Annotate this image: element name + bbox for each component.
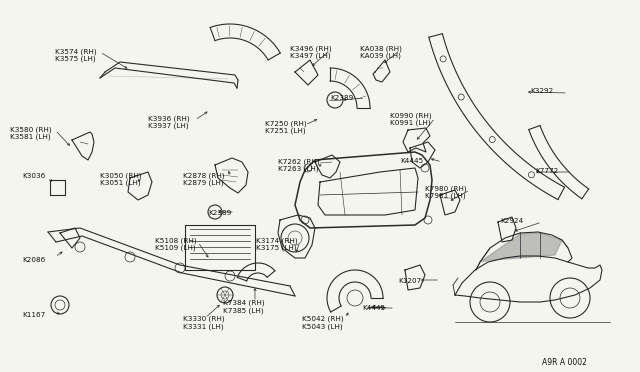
- Text: K3292: K3292: [530, 88, 553, 94]
- Text: K3936 (RH)
K3937 (LH): K3936 (RH) K3937 (LH): [148, 115, 189, 129]
- Text: K5042 (RH)
K5043 (LH): K5042 (RH) K5043 (LH): [302, 316, 344, 330]
- Text: K0990 (RH)
K0991 (LH): K0990 (RH) K0991 (LH): [390, 112, 431, 126]
- Text: K7980 (RH)
K7981 (LH): K7980 (RH) K7981 (LH): [425, 185, 467, 199]
- Text: KA038 (RH)
KA039 (LH): KA038 (RH) KA039 (LH): [360, 45, 402, 59]
- Text: K2086: K2086: [22, 257, 45, 263]
- Text: K7772: K7772: [535, 168, 558, 174]
- Text: K3580 (RH)
K3581 (LH): K3580 (RH) K3581 (LH): [10, 126, 52, 140]
- Text: A9R A 0002: A9R A 0002: [542, 358, 587, 367]
- Text: K2389: K2389: [208, 210, 231, 216]
- Text: K3174 (RH)
K3175 (LH): K3174 (RH) K3175 (LH): [256, 237, 298, 251]
- Text: K3574 (RH)
K3575 (LH): K3574 (RH) K3575 (LH): [55, 48, 97, 62]
- Text: K3330 (RH)
K3331 (LH): K3330 (RH) K3331 (LH): [183, 316, 225, 330]
- Text: K7262 (RH)
K7263 (LH): K7262 (RH) K7263 (LH): [278, 158, 319, 172]
- Text: K1167: K1167: [22, 312, 45, 318]
- Text: K2389: K2389: [330, 95, 353, 101]
- Text: K7384 (RH)
K7385 (LH): K7384 (RH) K7385 (LH): [223, 300, 264, 314]
- Text: K4445: K4445: [400, 158, 423, 164]
- Text: K2924: K2924: [500, 218, 524, 224]
- Text: K1207: K1207: [398, 278, 421, 284]
- Text: K2878 (RH)
K2879 (LH): K2878 (RH) K2879 (LH): [183, 172, 225, 186]
- Polygon shape: [480, 233, 562, 262]
- Text: K5108 (RH)
K5109 (LH): K5108 (RH) K5109 (LH): [155, 237, 196, 251]
- Text: K3496 (RH)
K3497 (LH): K3496 (RH) K3497 (LH): [290, 45, 332, 59]
- Text: K3050 (RH)
K3051 (LH): K3050 (RH) K3051 (LH): [100, 172, 141, 186]
- Text: K7250 (RH)
K7251 (LH): K7250 (RH) K7251 (LH): [265, 120, 307, 134]
- Text: K3036: K3036: [22, 173, 45, 179]
- Text: K4445: K4445: [362, 305, 385, 311]
